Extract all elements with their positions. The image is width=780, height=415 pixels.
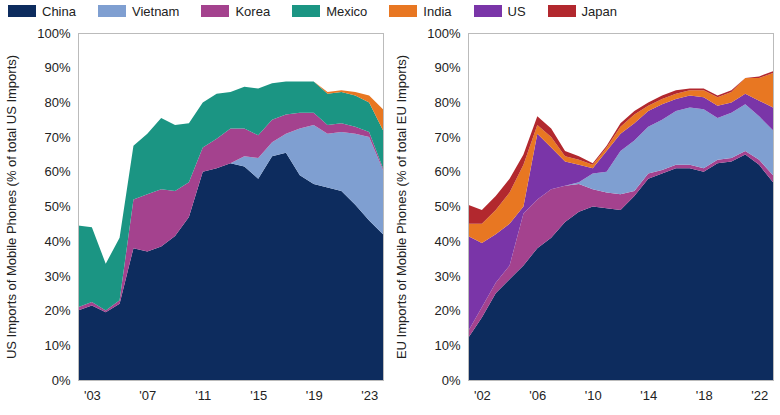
svg-text:70%: 70% [44,130,70,145]
svg-text:50%: 50% [434,199,460,214]
html-text:Korea: Korea [235,3,271,19]
html-text:China: China [42,3,76,19]
html-text:Vietnam: Vietnam [132,3,180,19]
html-text:Mexico: Mexico [326,3,368,19]
svg-text:100%: 100% [427,26,461,41]
svg-text:100%: 100% [37,26,71,41]
svg-text:10%: 10% [44,338,70,353]
svg-text:0%: 0% [52,373,71,388]
html-text:Japan: Japan [581,3,617,19]
svg-text:EU Imports of Mobile Phones (%: EU Imports of Mobile Phones (% of total … [394,55,409,359]
svg-text:'18: '18 [696,388,713,403]
svg-text:'23: '23 [361,388,378,403]
svg-text:'10: '10 [585,388,602,403]
svg-text:'19: '19 [306,388,323,403]
svg-text:30%: 30% [434,269,460,284]
svg-text:70%: 70% [434,130,460,145]
svg-text:'07: '07 [139,388,156,403]
svg-text:'11: '11 [195,388,211,403]
svg-text:'06: '06 [529,388,546,403]
svg-text:20%: 20% [434,303,460,318]
svg-text:80%: 80% [434,95,460,110]
svg-text:10%: 10% [434,338,460,353]
svg-text:90%: 90% [44,60,70,75]
svg-text:40%: 40% [434,234,460,249]
svg-text:'03: '03 [84,388,101,403]
svg-text:'02: '02 [474,388,491,403]
svg-text:40%: 40% [44,234,70,249]
svg-text:US Imports of Mobile Phones (%: US Imports of Mobile Phones (% of total … [4,55,19,359]
svg-text:'14: '14 [640,388,657,403]
svg-text:0%: 0% [442,373,461,388]
svg-text:'22: '22 [751,388,768,403]
svg-text:30%: 30% [44,269,70,284]
svg-text:80%: 80% [44,95,70,110]
svg-text:20%: 20% [44,303,70,318]
svg-text:'15: '15 [250,388,267,403]
svg-text:60%: 60% [434,164,460,179]
svg-text:90%: 90% [434,60,460,75]
html-text:US: US [507,3,526,19]
svg-text:60%: 60% [44,164,70,179]
html-text:India: India [423,3,452,19]
svg-text:50%: 50% [44,199,70,214]
